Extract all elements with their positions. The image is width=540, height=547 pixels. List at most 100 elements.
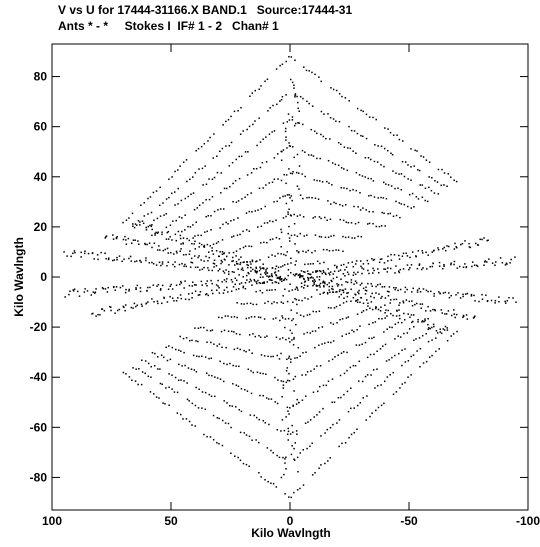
uv-point	[319, 286, 321, 288]
uv-point	[215, 284, 218, 286]
uv-point	[201, 355, 203, 357]
uv-point	[270, 398, 273, 400]
uv-point	[183, 380, 185, 382]
uv-point	[103, 309, 106, 312]
uv-point	[330, 203, 332, 205]
uv-point	[80, 256, 82, 258]
uv-point	[243, 349, 245, 352]
uv-point	[314, 130, 316, 133]
uv-point	[134, 380, 137, 382]
uv-point	[105, 235, 108, 237]
uv-point	[188, 298, 190, 301]
uv-point	[137, 240, 139, 242]
uv-point	[307, 277, 310, 280]
uv-point	[235, 332, 238, 335]
uv-point	[147, 286, 149, 289]
uv-point	[487, 239, 489, 241]
uv-point	[300, 275, 303, 277]
uv-point	[192, 192, 195, 194]
uv-point	[293, 124, 296, 127]
uv-point	[184, 214, 186, 216]
uv-point	[430, 189, 433, 192]
uv-point	[345, 300, 348, 303]
uv-point	[182, 418, 184, 420]
uv-point	[198, 204, 201, 207]
uv-point	[389, 299, 392, 301]
uv-point	[299, 314, 302, 317]
uv-point	[296, 398, 298, 401]
uv-point	[174, 376, 177, 379]
uv-point	[385, 360, 388, 362]
uv-point	[424, 319, 426, 322]
uv-point	[156, 300, 159, 302]
uv-point	[473, 316, 476, 318]
uv-point	[277, 282, 280, 284]
uv-point	[365, 419, 367, 421]
uv-point	[401, 255, 404, 257]
uv-point	[346, 390, 349, 393]
uv-point	[203, 244, 206, 247]
uv-point	[169, 224, 172, 226]
uv-point	[234, 406, 237, 408]
uv-point	[228, 264, 230, 266]
uv-point	[360, 235, 363, 238]
uv-point	[159, 289, 162, 291]
uv-point	[302, 484, 305, 486]
uv-point	[171, 388, 173, 390]
uv-point	[202, 202, 204, 204]
uv-point	[288, 357, 290, 359]
uv-point	[357, 291, 359, 293]
uv-point	[338, 419, 341, 421]
uv-point	[169, 358, 172, 361]
uv-point	[168, 196, 170, 199]
uv-point	[286, 379, 289, 382]
uv-point	[282, 195, 284, 198]
uv-point	[338, 296, 340, 298]
uv-point	[453, 263, 455, 266]
uv-point	[404, 161, 407, 163]
uv-point	[222, 252, 225, 255]
uv-point	[318, 76, 320, 78]
uv-point	[424, 187, 427, 190]
uv-point	[261, 292, 264, 294]
uv-point	[222, 223, 224, 226]
uv-point	[267, 398, 270, 400]
uv-point	[225, 269, 227, 271]
uv-point	[419, 184, 421, 186]
uv-point	[386, 290, 389, 293]
uv-point	[365, 137, 368, 140]
uv-point	[267, 276, 270, 278]
uv-point	[271, 254, 273, 256]
uv-point	[505, 262, 508, 265]
uv-point	[204, 231, 206, 233]
uv-point	[216, 155, 218, 158]
uv-point	[195, 284, 197, 286]
uv-point	[498, 296, 500, 298]
uv-point	[223, 272, 226, 274]
uv-point	[286, 194, 289, 196]
uv-point	[304, 297, 306, 299]
uv-point	[359, 260, 362, 262]
uv-point	[294, 96, 296, 98]
uv-point	[213, 263, 216, 265]
uv-point	[464, 240, 466, 242]
uv-point	[271, 282, 274, 284]
uv-point	[297, 470, 299, 473]
uv-point	[231, 270, 234, 273]
uv-point	[230, 279, 233, 281]
uv-point	[439, 328, 441, 330]
uv-point	[373, 296, 375, 299]
uv-point	[326, 219, 328, 222]
y-tick-label: 60	[34, 120, 48, 134]
uv-point	[412, 314, 415, 316]
uv-point	[288, 413, 290, 415]
uv-point	[367, 157, 370, 159]
uv-point	[270, 355, 272, 358]
uv-point	[236, 302, 238, 304]
uv-point	[454, 242, 456, 245]
uv-point	[302, 277, 305, 280]
uv-point	[221, 316, 223, 319]
uv-point	[288, 225, 290, 228]
uv-point	[398, 173, 400, 175]
uv-point	[279, 197, 281, 199]
